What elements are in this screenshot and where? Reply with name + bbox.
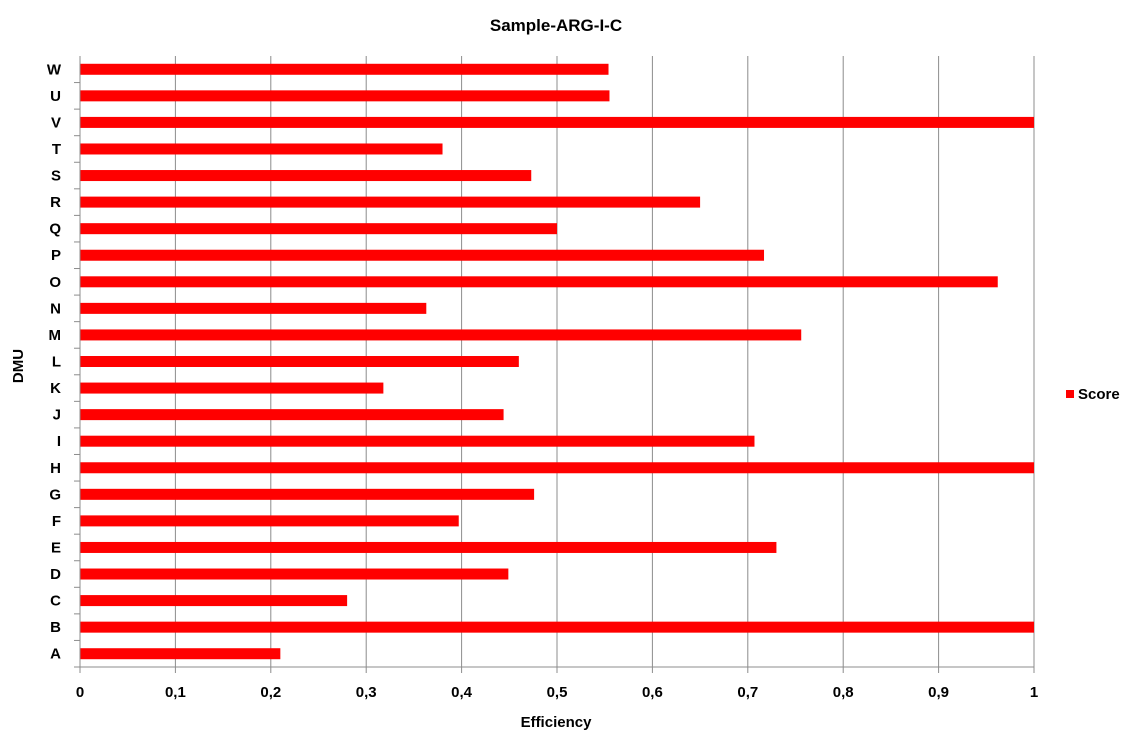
category-label-m: M <box>49 327 62 344</box>
bar-a <box>80 648 281 660</box>
category-label-g: G <box>49 486 61 503</box>
bar-c <box>80 595 348 607</box>
bar-d <box>80 568 509 580</box>
legend-label-score: Score <box>1078 386 1120 403</box>
tick-labels: 0 0,1 0,2 0,3 0,4 0,5 0,6 0,7 0,8 0,9 1 <box>76 684 1038 701</box>
category-label-l: L <box>52 354 61 371</box>
category-label-b: B <box>50 619 61 636</box>
bar-k <box>80 382 384 394</box>
category-label-i: I <box>57 433 61 450</box>
category-label-s: S <box>51 168 61 185</box>
category-label-w: W <box>47 61 62 78</box>
bar-g <box>80 488 535 500</box>
category-label-j: J <box>53 407 61 424</box>
category-label-n: N <box>50 300 61 317</box>
bar-e <box>80 541 777 553</box>
bar-u <box>80 90 610 102</box>
bar-j <box>80 409 504 421</box>
category-label-f: F <box>52 513 61 530</box>
x-tick-label: 0,8 <box>833 684 854 701</box>
bar-s <box>80 170 532 182</box>
category-label-o: O <box>49 274 61 291</box>
category-label-e: E <box>51 539 61 556</box>
category-label-c: C <box>50 593 61 610</box>
category-label-d: D <box>50 566 61 583</box>
bar-l <box>80 356 519 367</box>
category-label-v: V <box>51 114 61 131</box>
bar-r <box>80 196 701 208</box>
y-axis-title: DMU <box>10 349 27 383</box>
bar-m <box>80 329 802 341</box>
bar-w <box>80 63 609 75</box>
category-label-h: H <box>50 460 61 477</box>
legend: Score <box>1066 386 1120 403</box>
bar-n <box>80 302 427 314</box>
category-label-r: R <box>50 194 61 211</box>
category-label-u: U <box>50 88 61 105</box>
bar-f <box>80 515 459 527</box>
category-label-k: K <box>50 380 61 397</box>
bar-o <box>80 276 998 288</box>
bar-t <box>80 143 443 155</box>
bar-i <box>80 435 755 447</box>
category-label-p: P <box>51 247 61 264</box>
x-tick-label: 0,5 <box>547 684 568 701</box>
chart-title: Sample-ARG-I-C <box>490 16 622 35</box>
bar-q <box>80 223 557 235</box>
x-axis-title: Efficiency <box>521 714 593 731</box>
x-tick-label: 0 <box>76 684 84 701</box>
bar-p <box>80 249 765 261</box>
bar-b <box>80 621 1034 633</box>
x-tick-label: 0,3 <box>356 684 377 701</box>
bar-h <box>80 462 1034 474</box>
x-tick-label: 1 <box>1030 684 1038 701</box>
category-label-q: Q <box>49 221 61 238</box>
x-tick-label: 0,1 <box>165 684 186 701</box>
x-tick-label: 0,7 <box>737 684 758 701</box>
x-tick-label: 0,2 <box>260 684 281 701</box>
gridlines <box>174 56 1035 667</box>
bar-v <box>80 116 1034 128</box>
x-tick-label: 0,9 <box>928 684 949 701</box>
bars <box>80 63 1034 660</box>
category-label-t: T <box>52 141 61 158</box>
axes <box>74 56 1035 673</box>
x-tick-label: 0,6 <box>642 684 663 701</box>
x-tick-label: 0,4 <box>451 684 473 701</box>
legend-swatch-score <box>1066 390 1074 398</box>
category-label-a: A <box>50 646 61 663</box>
